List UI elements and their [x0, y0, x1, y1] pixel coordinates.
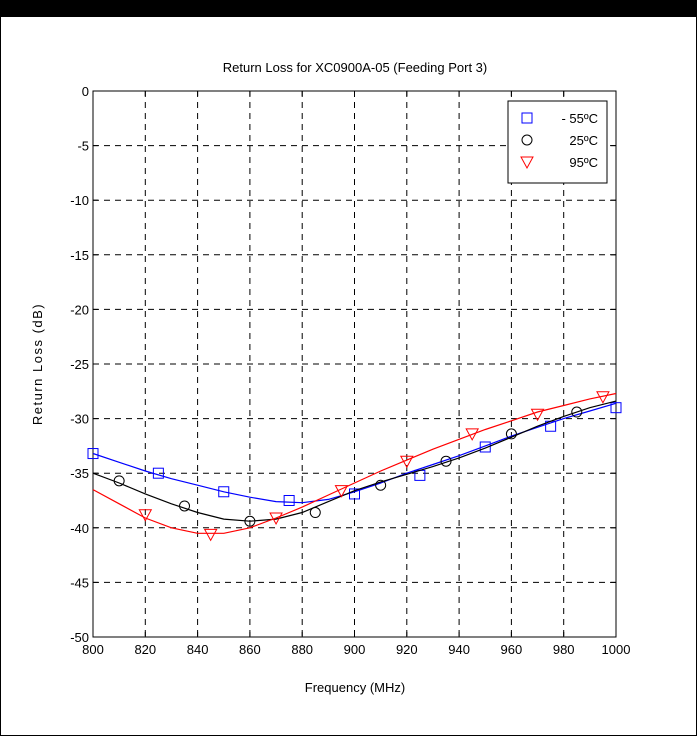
data-point: [571, 406, 583, 418]
data-point: [113, 475, 125, 487]
data-point: [138, 509, 153, 522]
legend-marker: [521, 134, 533, 146]
legend-marker: [521, 112, 533, 124]
y-axis-label: Return Loss (dB): [30, 303, 45, 425]
data-point: [596, 391, 610, 404]
legend-label: 25ºC: [569, 133, 598, 148]
y-tick-label: -20: [70, 302, 89, 317]
x-tick-label: 940: [448, 642, 470, 657]
series-3: [92, 391, 617, 542]
y-tick-label: -30: [70, 412, 89, 427]
data-point: [399, 455, 414, 469]
data-point: [440, 455, 452, 467]
data-point: [283, 495, 295, 506]
y-tick-label: -40: [70, 521, 89, 536]
y-tick-label: -45: [70, 575, 89, 590]
series-2: [92, 400, 617, 527]
data-point: [610, 402, 622, 414]
data-point: [465, 428, 480, 441]
series-line: [92, 392, 617, 534]
data-point: [87, 448, 99, 460]
data-point: [218, 486, 230, 498]
data-point: [179, 500, 191, 512]
data-point: [244, 515, 256, 527]
data-point: [375, 479, 387, 491]
x-tick-label: 820: [134, 642, 156, 657]
y-tick-label: -15: [70, 248, 89, 263]
series-line: [92, 400, 617, 522]
x-tick-label: 920: [396, 642, 418, 657]
data-point: [349, 488, 360, 500]
data-point: [479, 441, 491, 453]
x-tick-label: 960: [501, 642, 523, 657]
x-tick-label: 840: [187, 642, 209, 657]
data-point: [530, 408, 545, 422]
data-point: [269, 512, 283, 526]
legend-marker: [520, 156, 534, 170]
y-tick-label: -5: [77, 139, 89, 154]
data-point: [309, 507, 321, 519]
legend-box: [507, 100, 608, 184]
legend: - 55ºC 25ºC 95ºC: [507, 100, 608, 184]
data-point: [334, 485, 349, 498]
y-tick-label: 0: [82, 84, 89, 99]
data-point: [505, 428, 517, 440]
figure-top-bar: [0, 0, 697, 17]
legend-label: - 55ºC: [561, 111, 598, 126]
data-point: [152, 467, 164, 479]
legend-label: 95ºC: [569, 155, 598, 170]
data-point: [203, 528, 218, 542]
series-group: [87, 391, 622, 542]
axis-ticks: 800 820 840 860 880 900 920 940 960 980 1000 0 -5 -10…: [70, 84, 630, 657]
x-tick-label: 980: [553, 642, 575, 657]
y-tick-label: -10: [70, 193, 89, 208]
x-tick-label: 860: [239, 642, 261, 657]
x-tick-label: 880: [291, 642, 313, 657]
x-axis-label: Frequency (MHz): [305, 680, 405, 695]
x-tick-label: 900: [344, 642, 366, 657]
chart-title: Return Loss for XC0900A-05 (Feeding Port…: [223, 60, 487, 75]
x-tick-label: 800: [82, 642, 104, 657]
y-tick-label: -50: [70, 630, 89, 645]
x-tick-label: 1000: [602, 642, 631, 657]
y-tick-label: -25: [70, 357, 89, 372]
y-tick-label: -35: [70, 466, 89, 481]
